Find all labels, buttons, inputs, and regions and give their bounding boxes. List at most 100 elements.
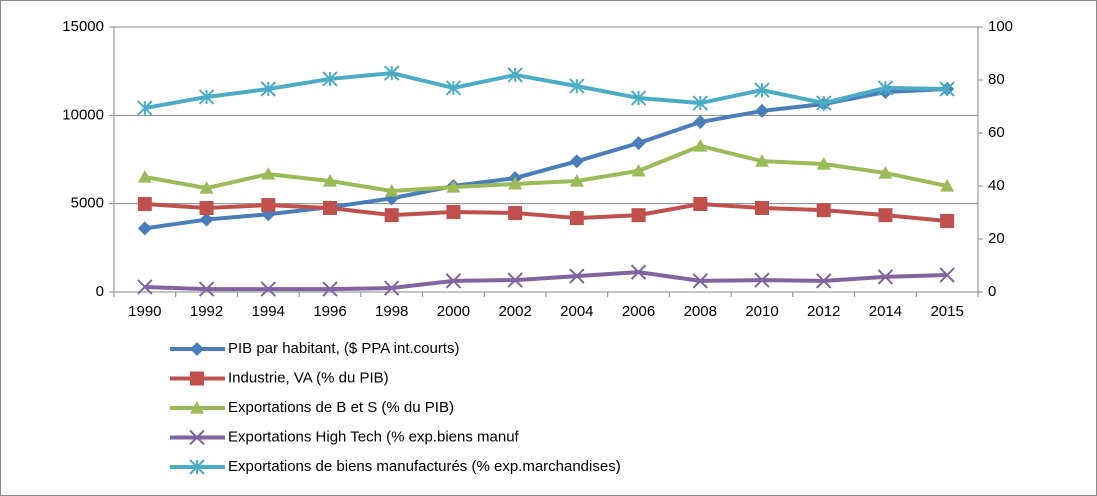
x-tick-label: 2008: [684, 303, 717, 320]
point: [508, 206, 523, 221]
point: [260, 81, 276, 97]
x-tick-label: 2002: [498, 303, 531, 320]
y2-tick-label: 40: [988, 177, 1005, 194]
point: [137, 279, 153, 295]
y2-tick-label: 80: [988, 71, 1005, 88]
point: [569, 78, 585, 94]
x-tick-label: 1996: [313, 303, 346, 320]
point: [878, 208, 893, 223]
series-line: [144, 270, 948, 292]
point: [508, 176, 523, 190]
point: [137, 197, 152, 212]
point: [198, 281, 215, 297]
point: [693, 138, 708, 152]
y-tick-label: 5000: [71, 195, 104, 212]
legend-label: Exportations de biens manufacturés (% ex…: [228, 458, 621, 475]
legend-label: PIB par habitant, ($ PPA int.courts): [228, 340, 460, 357]
point: [445, 273, 462, 289]
x-tick-label: 1990: [128, 303, 161, 320]
x-tick-label: 1998: [375, 303, 408, 320]
point: [692, 95, 708, 111]
point: [507, 272, 523, 288]
point: [507, 67, 523, 83]
point: [445, 80, 462, 96]
point: [630, 264, 647, 280]
point: [816, 157, 831, 170]
y2-tick-label: 0: [988, 283, 996, 300]
point: [755, 103, 769, 118]
point: [816, 95, 832, 111]
point: [137, 221, 152, 236]
series-line: [144, 71, 948, 111]
point: [878, 166, 893, 179]
point: [816, 203, 831, 218]
point: [940, 179, 955, 192]
point: [877, 269, 894, 285]
x-tick-label: 2015: [930, 303, 963, 320]
point: [631, 136, 646, 151]
point: [384, 184, 399, 197]
legend-marker: [190, 371, 204, 386]
point: [569, 268, 585, 284]
point: [877, 80, 894, 96]
point: [631, 208, 646, 223]
point: [261, 198, 276, 213]
x-tick-label: 2014: [869, 303, 902, 320]
point: [322, 71, 338, 87]
legend-label: Exportations de B et S (% du PIB): [228, 399, 454, 416]
point: [446, 180, 461, 193]
point: [754, 272, 770, 288]
point: [323, 200, 337, 215]
point: [754, 82, 770, 98]
point: [384, 208, 399, 223]
y2-tick-label: 20: [988, 230, 1005, 247]
point: [755, 154, 769, 167]
point: [693, 115, 708, 130]
point: [198, 89, 215, 105]
legend-label: Industrie, VA (% du PIB): [228, 369, 389, 386]
point: [816, 273, 832, 289]
y-tick-label: 0: [96, 283, 104, 300]
x-tick-label: 1992: [190, 303, 223, 320]
point: [939, 81, 955, 97]
point: [692, 273, 708, 289]
legend-marker: [189, 429, 205, 446]
point: [384, 280, 400, 296]
point: [569, 211, 584, 226]
x-tick-label: 2010: [745, 303, 778, 320]
y2-tick-label: 100: [988, 18, 1013, 35]
point: [322, 281, 338, 297]
x-tick-label: 2006: [622, 303, 655, 320]
legend-marker: [189, 459, 205, 475]
point: [137, 100, 153, 116]
point: [260, 281, 276, 297]
series-line: [144, 202, 948, 223]
point: [631, 163, 646, 177]
x-tick-label: 2012: [807, 303, 840, 320]
series-line: [144, 87, 948, 231]
point: [939, 267, 955, 283]
point: [630, 90, 647, 106]
x-tick-label: 2000: [437, 303, 470, 320]
point: [137, 169, 152, 183]
legend-marker: [190, 342, 204, 356]
series-line: [144, 143, 948, 194]
point: [199, 212, 214, 227]
point: [323, 173, 337, 187]
point: [199, 181, 214, 194]
point: [261, 167, 276, 180]
point: [446, 204, 461, 219]
point: [199, 200, 214, 215]
x-tick-label: 1994: [252, 303, 285, 320]
legend-label: Exportations High Tech (% exp.biens manu…: [228, 428, 520, 445]
point: [569, 173, 584, 187]
point: [569, 154, 584, 169]
point: [940, 213, 955, 228]
point: [693, 197, 708, 212]
y2-tick-label: 60: [988, 124, 1005, 141]
point: [384, 65, 400, 81]
x-tick-label: 2004: [560, 303, 593, 320]
legend-marker: [190, 401, 204, 414]
